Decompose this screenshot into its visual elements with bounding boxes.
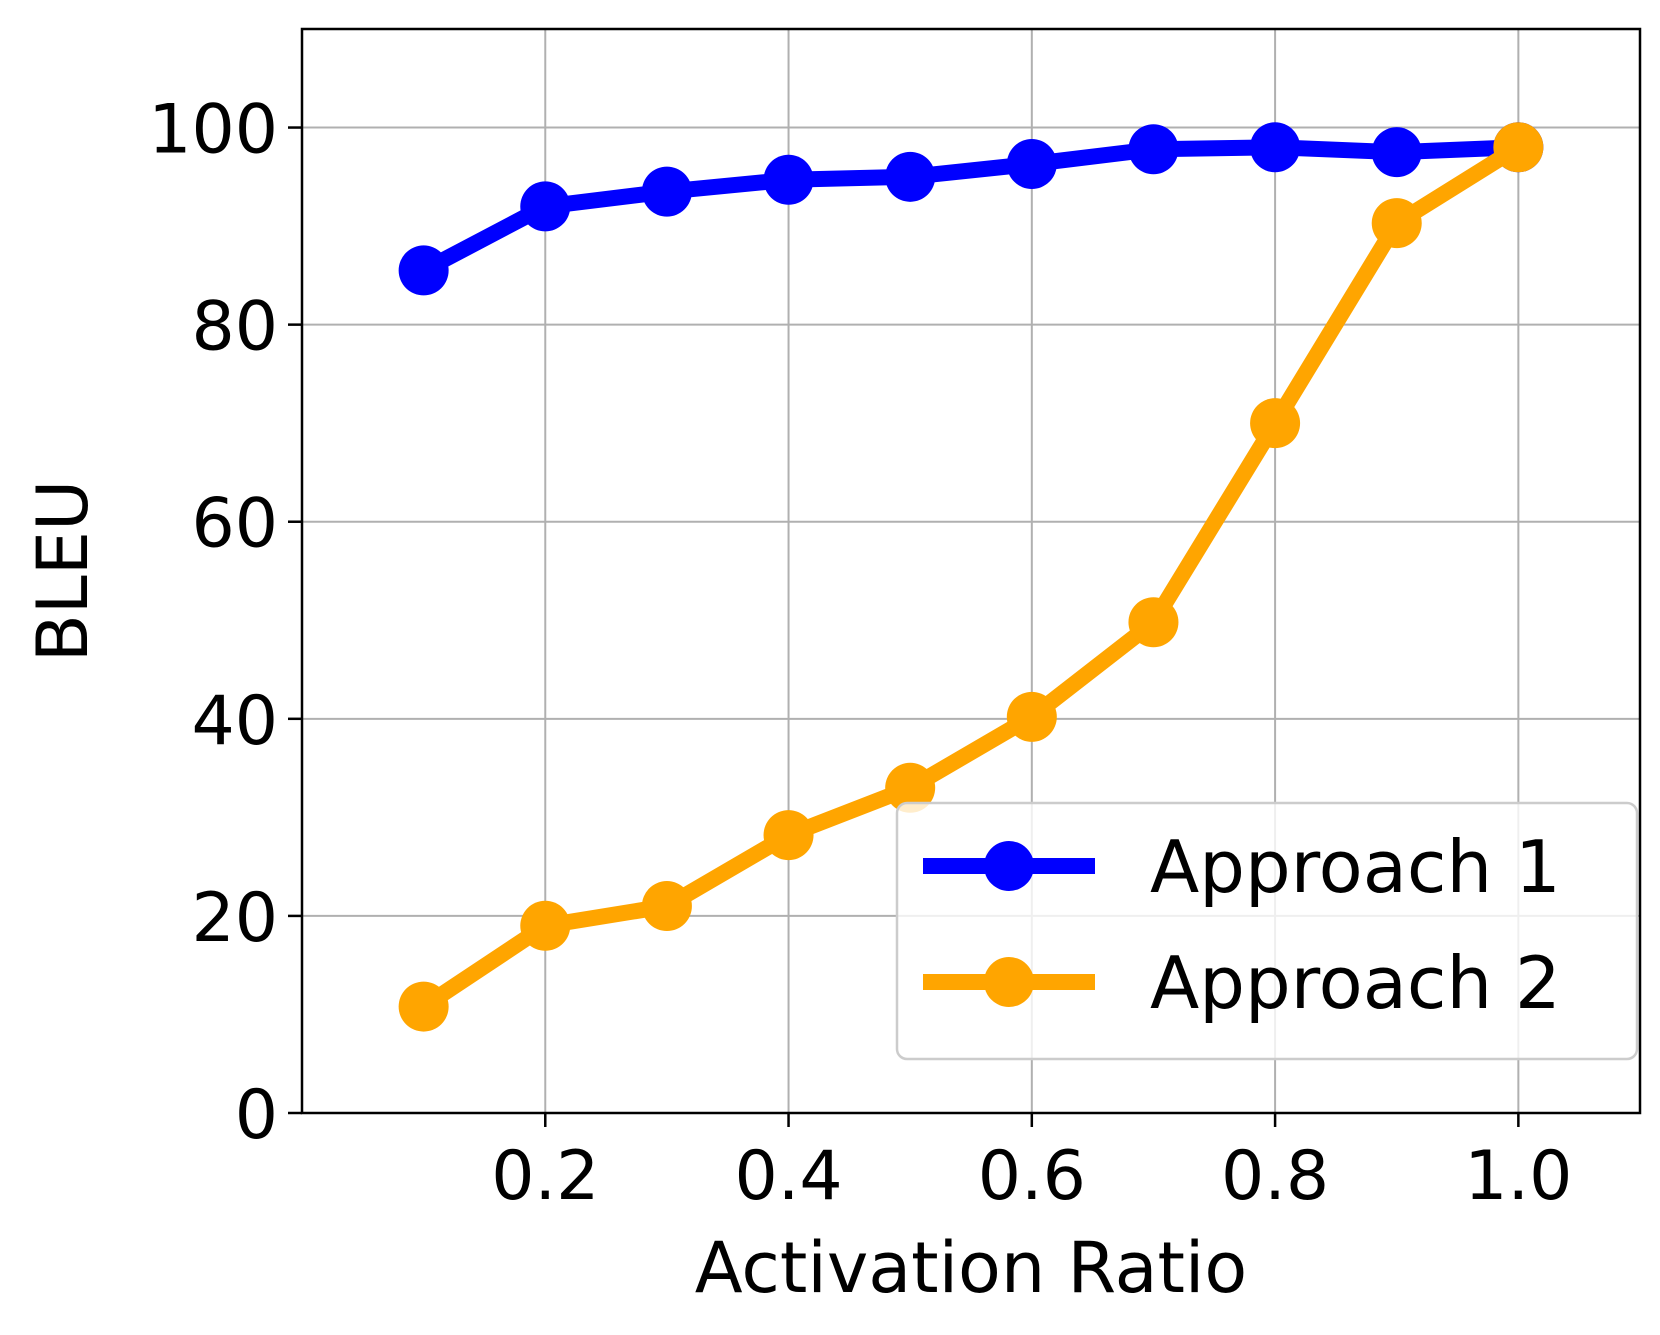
legend: Approach 1 Approach 2 [895, 801, 1639, 1061]
y-tick-label: 0 [235, 1076, 278, 1155]
data-point [1006, 139, 1057, 190]
x-tick-label: 1.0 [1464, 1137, 1572, 1216]
data-point [398, 981, 449, 1032]
data-point [763, 810, 814, 861]
y-tick-label: 60 [191, 485, 278, 564]
data-point [763, 154, 814, 205]
data-point [1371, 127, 1422, 178]
series-1 [398, 122, 1544, 296]
data-point [520, 900, 571, 951]
y-tick-label: 80 [191, 288, 278, 367]
legend-item: Approach 2 [923, 941, 1561, 1025]
data-point [1371, 198, 1422, 249]
series-line [415, 139, 1527, 1015]
x-axis-label: Activation Ratio [695, 1227, 1247, 1309]
data-point [1128, 124, 1179, 175]
y-axis-label: BLEU [22, 480, 104, 663]
series-2 [398, 122, 1544, 1032]
data-point [885, 762, 936, 813]
legend-label: Approach 2 [1150, 941, 1561, 1025]
plot-series [398, 122, 1544, 1032]
data-point [641, 166, 692, 217]
x-tick-label: 0.8 [1221, 1137, 1329, 1216]
data-point [1250, 122, 1301, 173]
data-point [1128, 597, 1179, 648]
x-tick-label: 0.6 [978, 1137, 1086, 1216]
data-point [1250, 398, 1301, 449]
y-tick-label: 20 [191, 879, 278, 958]
data-point [1493, 122, 1544, 173]
data-point [520, 181, 571, 232]
x-tick-label: 0.4 [734, 1137, 842, 1216]
x-tick-label: 0.2 [491, 1137, 599, 1216]
data-point [398, 245, 449, 296]
plot-frame [300, 27, 1642, 1115]
legend-marker [984, 841, 1034, 891]
legend-marker [984, 957, 1034, 1007]
series-line [415, 139, 1527, 279]
data-point [641, 881, 692, 932]
y-tick-label: 100 [148, 91, 278, 170]
legend-label: Approach 1 [1150, 825, 1561, 909]
data-point [885, 151, 936, 202]
axis-ticks: 0.2 0.4 0.6 0.8 1.0 0 20 40 60 80 100 [148, 91, 1572, 1216]
y-tick-label: 40 [191, 682, 278, 761]
legend-item: Approach 1 [923, 825, 1561, 909]
data-point [1006, 691, 1057, 742]
